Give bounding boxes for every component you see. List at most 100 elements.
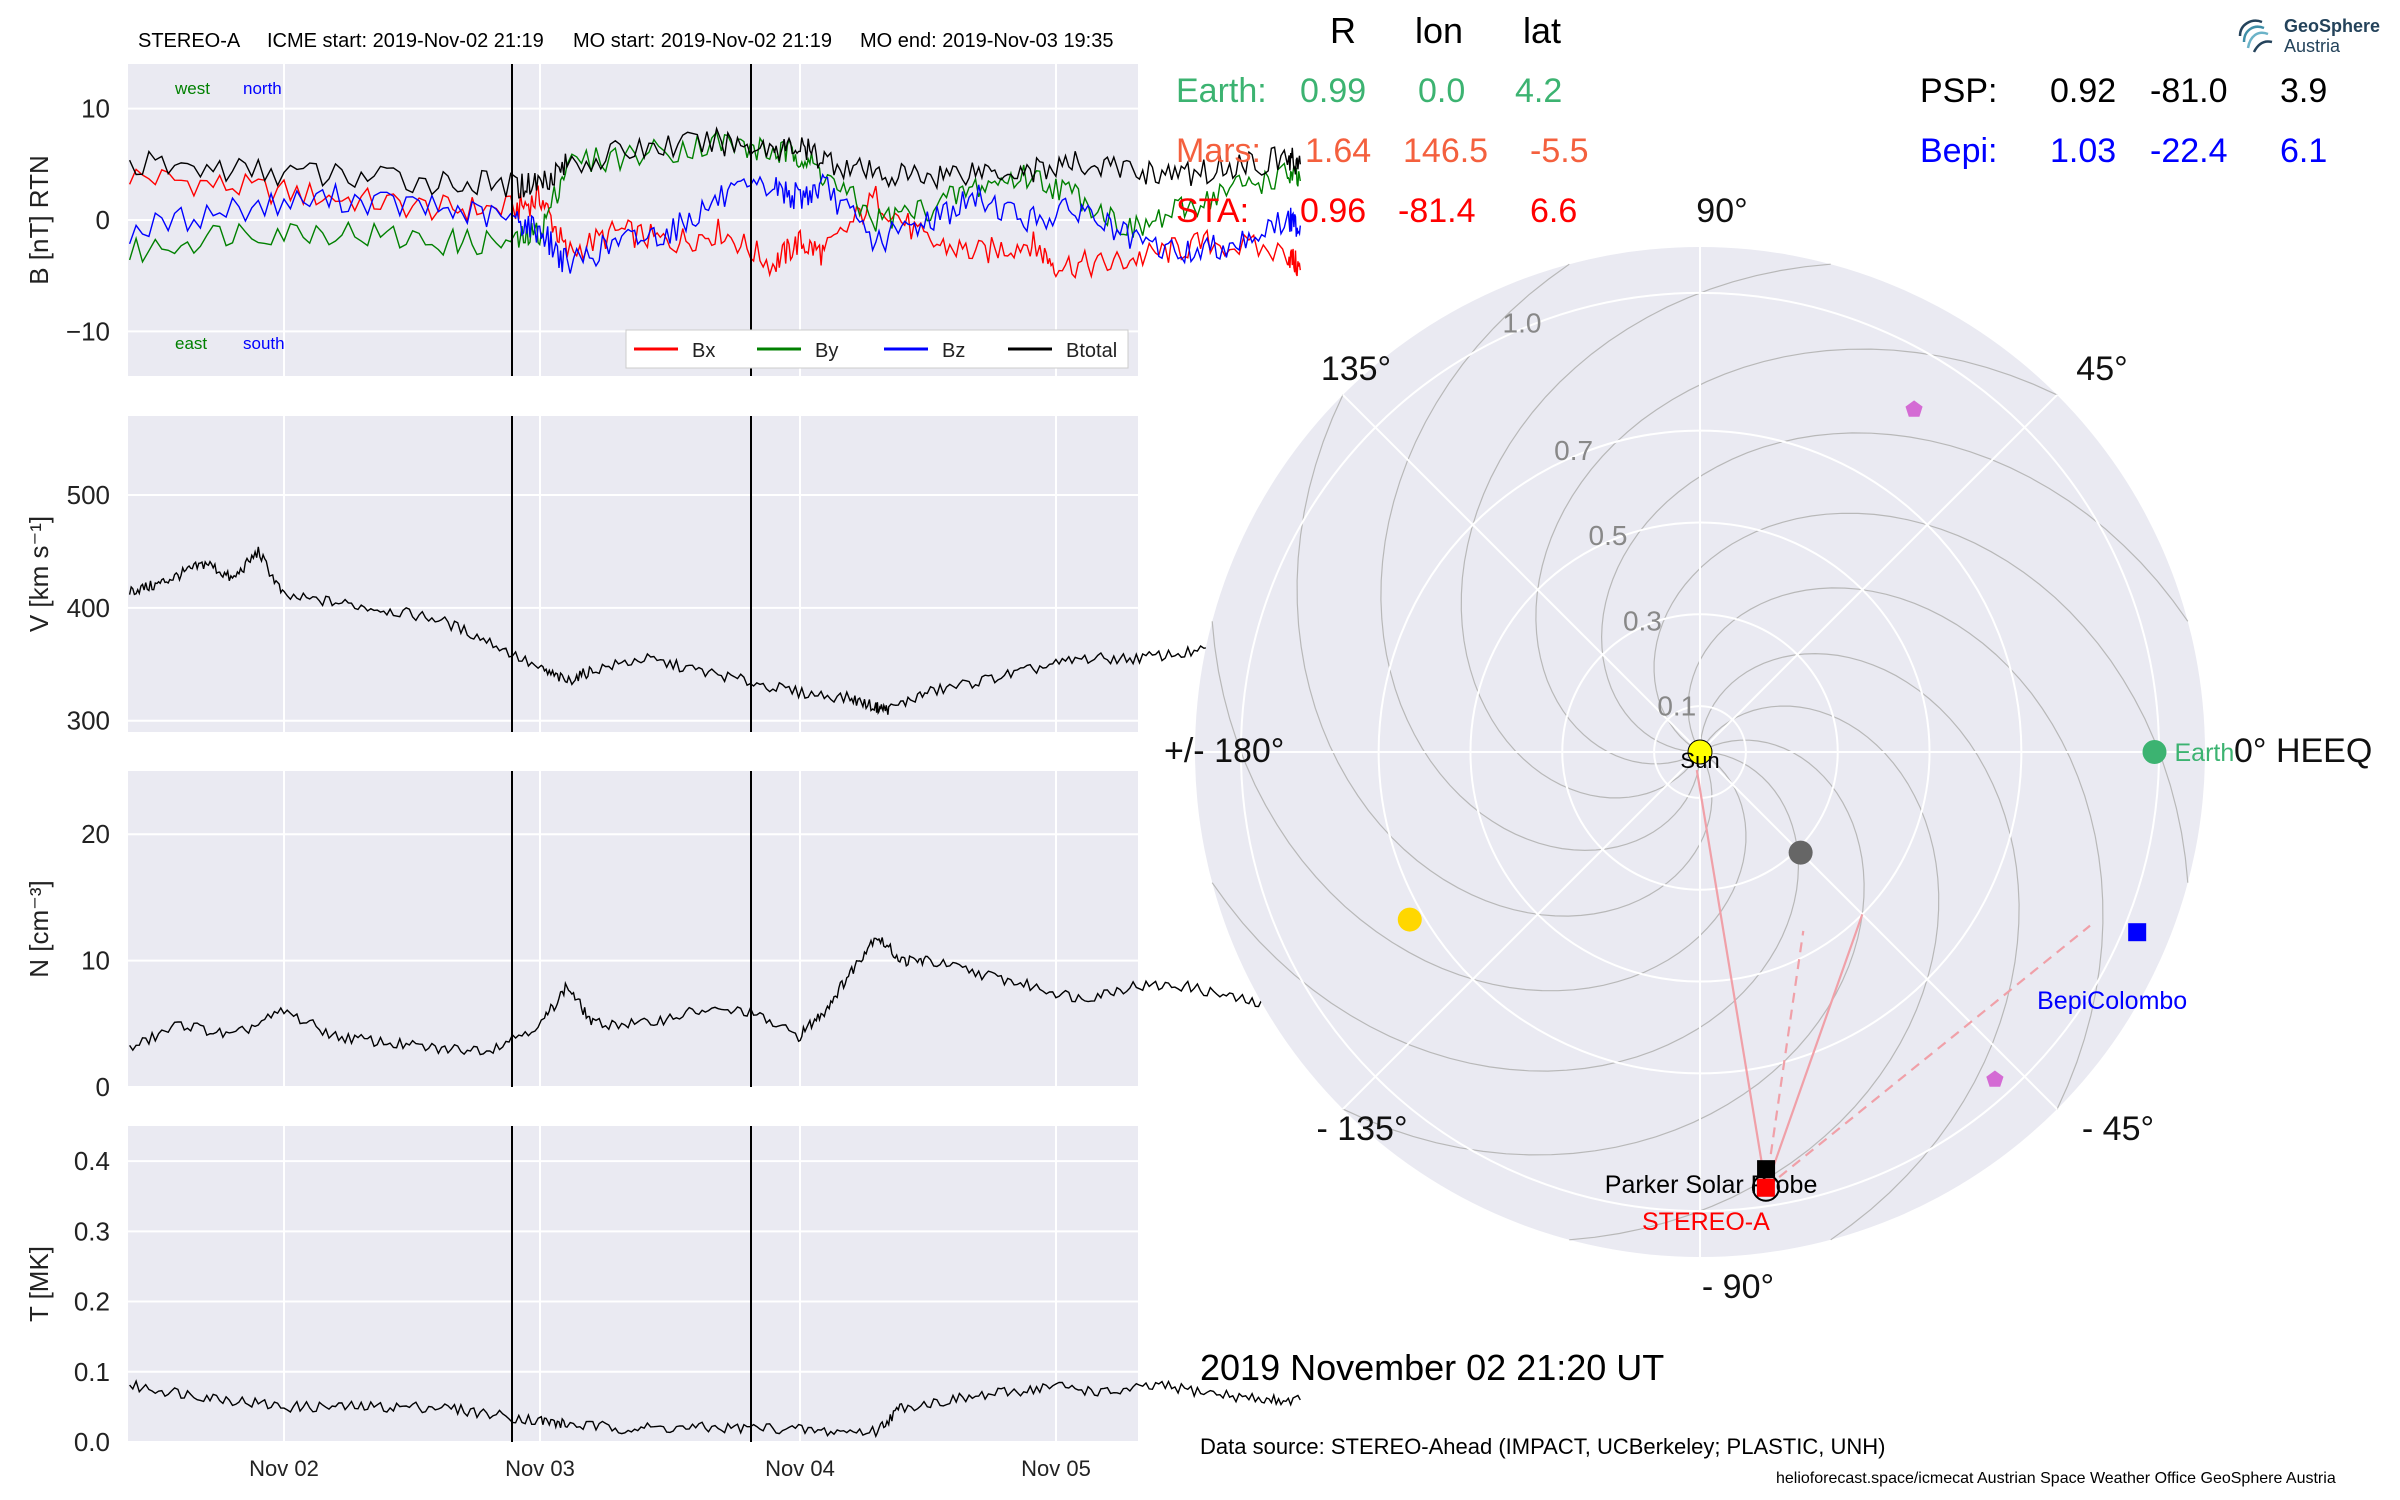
solar-orbiter-2-marker: [1986, 1070, 2004, 1087]
pos-earth-r: 0.99: [1300, 72, 1367, 110]
y-tick-label: 0.4: [74, 1146, 110, 1176]
stereo-a-marker: [1756, 1178, 1775, 1197]
pos-psp-lon: -81.0: [2150, 72, 2228, 110]
pos-earth-name: Earth:: [1176, 72, 1267, 110]
mercury-marker: [1788, 840, 1813, 865]
polar-ring: [1653, 705, 1747, 799]
parker-spiral-line: [1460, 263, 1831, 799]
angle-label: 90°: [1696, 192, 1747, 230]
pos-mars-name: Mars:: [1176, 132, 1261, 170]
y-tick-label: −10: [66, 316, 110, 346]
series-line-data: [128, 546, 1301, 716]
angle-label: 45°: [2076, 350, 2127, 388]
radial-label: 0.7: [1554, 435, 1593, 466]
date-label: 2019 November 02 21:20 UT: [1200, 1347, 1665, 1388]
polar-spoke: [1699, 751, 2058, 1110]
panel-background: [128, 771, 1138, 1087]
venus-marker: [1397, 907, 1422, 932]
radial-label: 0.3: [1623, 605, 1662, 636]
pos-psp-name: PSP:: [1920, 72, 1998, 110]
pos-earth-lat: 4.2: [1515, 72, 1563, 110]
pos-bepi-lon: -22.4: [2150, 132, 2228, 170]
header-spacecraft: STEREO-A: [138, 30, 241, 52]
y-tick-label: 0: [96, 205, 110, 235]
radial-label: 0.1: [1657, 690, 1696, 721]
parker-spiral-line: [1211, 621, 1747, 992]
angle-label: - 90°: [1702, 1268, 1774, 1306]
timeseries-panel-1: 500 400 300 V [km s⁻¹]: [24, 416, 1301, 736]
pos-bepi-lat: 6.1: [2280, 132, 2328, 170]
header-mo-end: MO end: 2019-Nov-03 19:35: [860, 30, 1114, 52]
parker-spiral-line: [1535, 348, 2058, 765]
legend-label-Bz: Bz: [942, 340, 965, 362]
series-line-data: [129, 937, 1301, 1056]
annotation-east: east: [175, 334, 207, 353]
parker-solar-probe-marker: [1757, 1160, 1776, 1179]
pos-earth-lon: 0.0: [1418, 72, 1466, 110]
y-axis-label: T [MK]: [24, 1246, 54, 1322]
y-tick-label: 300: [67, 706, 110, 736]
angle-label: - 135°: [1316, 1110, 1407, 1148]
parker-spiral-line: [1380, 263, 1701, 852]
pos-bepi-r: 1.03: [2050, 132, 2117, 170]
parker-spiral-line: [1600, 432, 2189, 753]
y-tick-label: 10: [81, 946, 110, 976]
x-tick-label: Nov 04: [765, 1456, 835, 1481]
pos-psp-r: 0.92: [2050, 72, 2117, 110]
y-tick-label: 500: [67, 480, 110, 510]
logo-line1: GeoSphere: [2284, 16, 2381, 36]
sun-label: Sun: [1680, 748, 1719, 773]
x-tick-label: Nov 02: [249, 1456, 319, 1481]
pos-sta-lat: 6.6: [1530, 192, 1578, 230]
geosphere-logo-icon: [2238, 19, 2273, 53]
series-line-Btotal: [128, 126, 1301, 199]
polar-ring: [1377, 429, 2023, 1075]
credits: helioforecast.space/icmecat Austrian Spa…: [1776, 1470, 2336, 1487]
pos-mars-lat: -5.5: [1530, 132, 1589, 170]
y-axis-label: V [km s⁻¹]: [24, 516, 54, 632]
header-mo-start: MO start: 2019-Nov-02 21:19: [573, 30, 833, 52]
radial-label: 0.5: [1589, 520, 1628, 551]
fov-line: [1764, 930, 1805, 1188]
timeseries-panel-2: 20 10 0 N [cm⁻³]: [24, 771, 1301, 1102]
angle-label: 0° HEEQ: [2234, 732, 2372, 770]
x-tick-label: Nov 05: [1021, 1456, 1091, 1481]
geosphere-logo: GeoSphere Austria: [2232, 12, 2382, 62]
bepicolombo-marker: [2128, 923, 2147, 942]
y-tick-label: 10: [81, 94, 110, 124]
x-tick-label: Nov 03: [505, 1456, 575, 1481]
sun-marker: [1687, 739, 1713, 765]
annotation-north: north: [243, 79, 282, 98]
y-tick-label: 0.2: [74, 1287, 110, 1317]
angle-label: 135°: [1321, 350, 1391, 388]
solar-orbiter-marker: [1905, 400, 1923, 417]
y-tick-label: 0.0: [74, 1427, 110, 1457]
earth-label: Earth: [2175, 739, 2235, 767]
radial-label: 1.0: [1503, 307, 1542, 338]
y-tick-label: 0: [96, 1072, 110, 1102]
polar-spoke: [1342, 394, 1701, 753]
stereo-a-label: STEREO-A: [1642, 1208, 1770, 1236]
timeseries-panel-0: 10 0 −10 B [nT] RTN west north east south Bx By Bz…: [24, 64, 1301, 376]
stereo-a-ring: [1751, 1173, 1780, 1202]
parker-spiral-line: [1296, 394, 1713, 917]
parker-spiral-line: [1653, 512, 2189, 883]
series-line-data: [129, 1379, 1301, 1439]
col-header-lon: lon: [1415, 10, 1464, 51]
polar-plot: 1.0 0.7 0.5 0.3 0.1 90° 45° 0° HEEQ - 45° - 90° - …: [1164, 192, 2372, 1306]
fov-line: [1765, 924, 2091, 1189]
parker-spiral-line: [1687, 587, 2104, 1110]
parker-spiral-line: [1211, 751, 1800, 1072]
legend: Bx By Bz Btotal: [625, 329, 1129, 369]
panel-background: [128, 416, 1138, 732]
header-icme-start: ICME start: 2019-Nov-02 21:19: [267, 30, 544, 52]
panel-background: [128, 1126, 1138, 1442]
polar-ring: [1561, 613, 1839, 891]
legend-label-Btotal: Btotal: [1066, 340, 1117, 362]
legend-label-Bx: Bx: [692, 340, 715, 362]
parker-spiral-line: [1569, 705, 1940, 1241]
pos-sta-name: STA:: [1176, 192, 1250, 230]
pos-bepi-name: Bepi:: [1920, 132, 1998, 170]
pos-psp-lat: 3.9: [2280, 72, 2328, 110]
annotation-south: south: [243, 334, 285, 353]
